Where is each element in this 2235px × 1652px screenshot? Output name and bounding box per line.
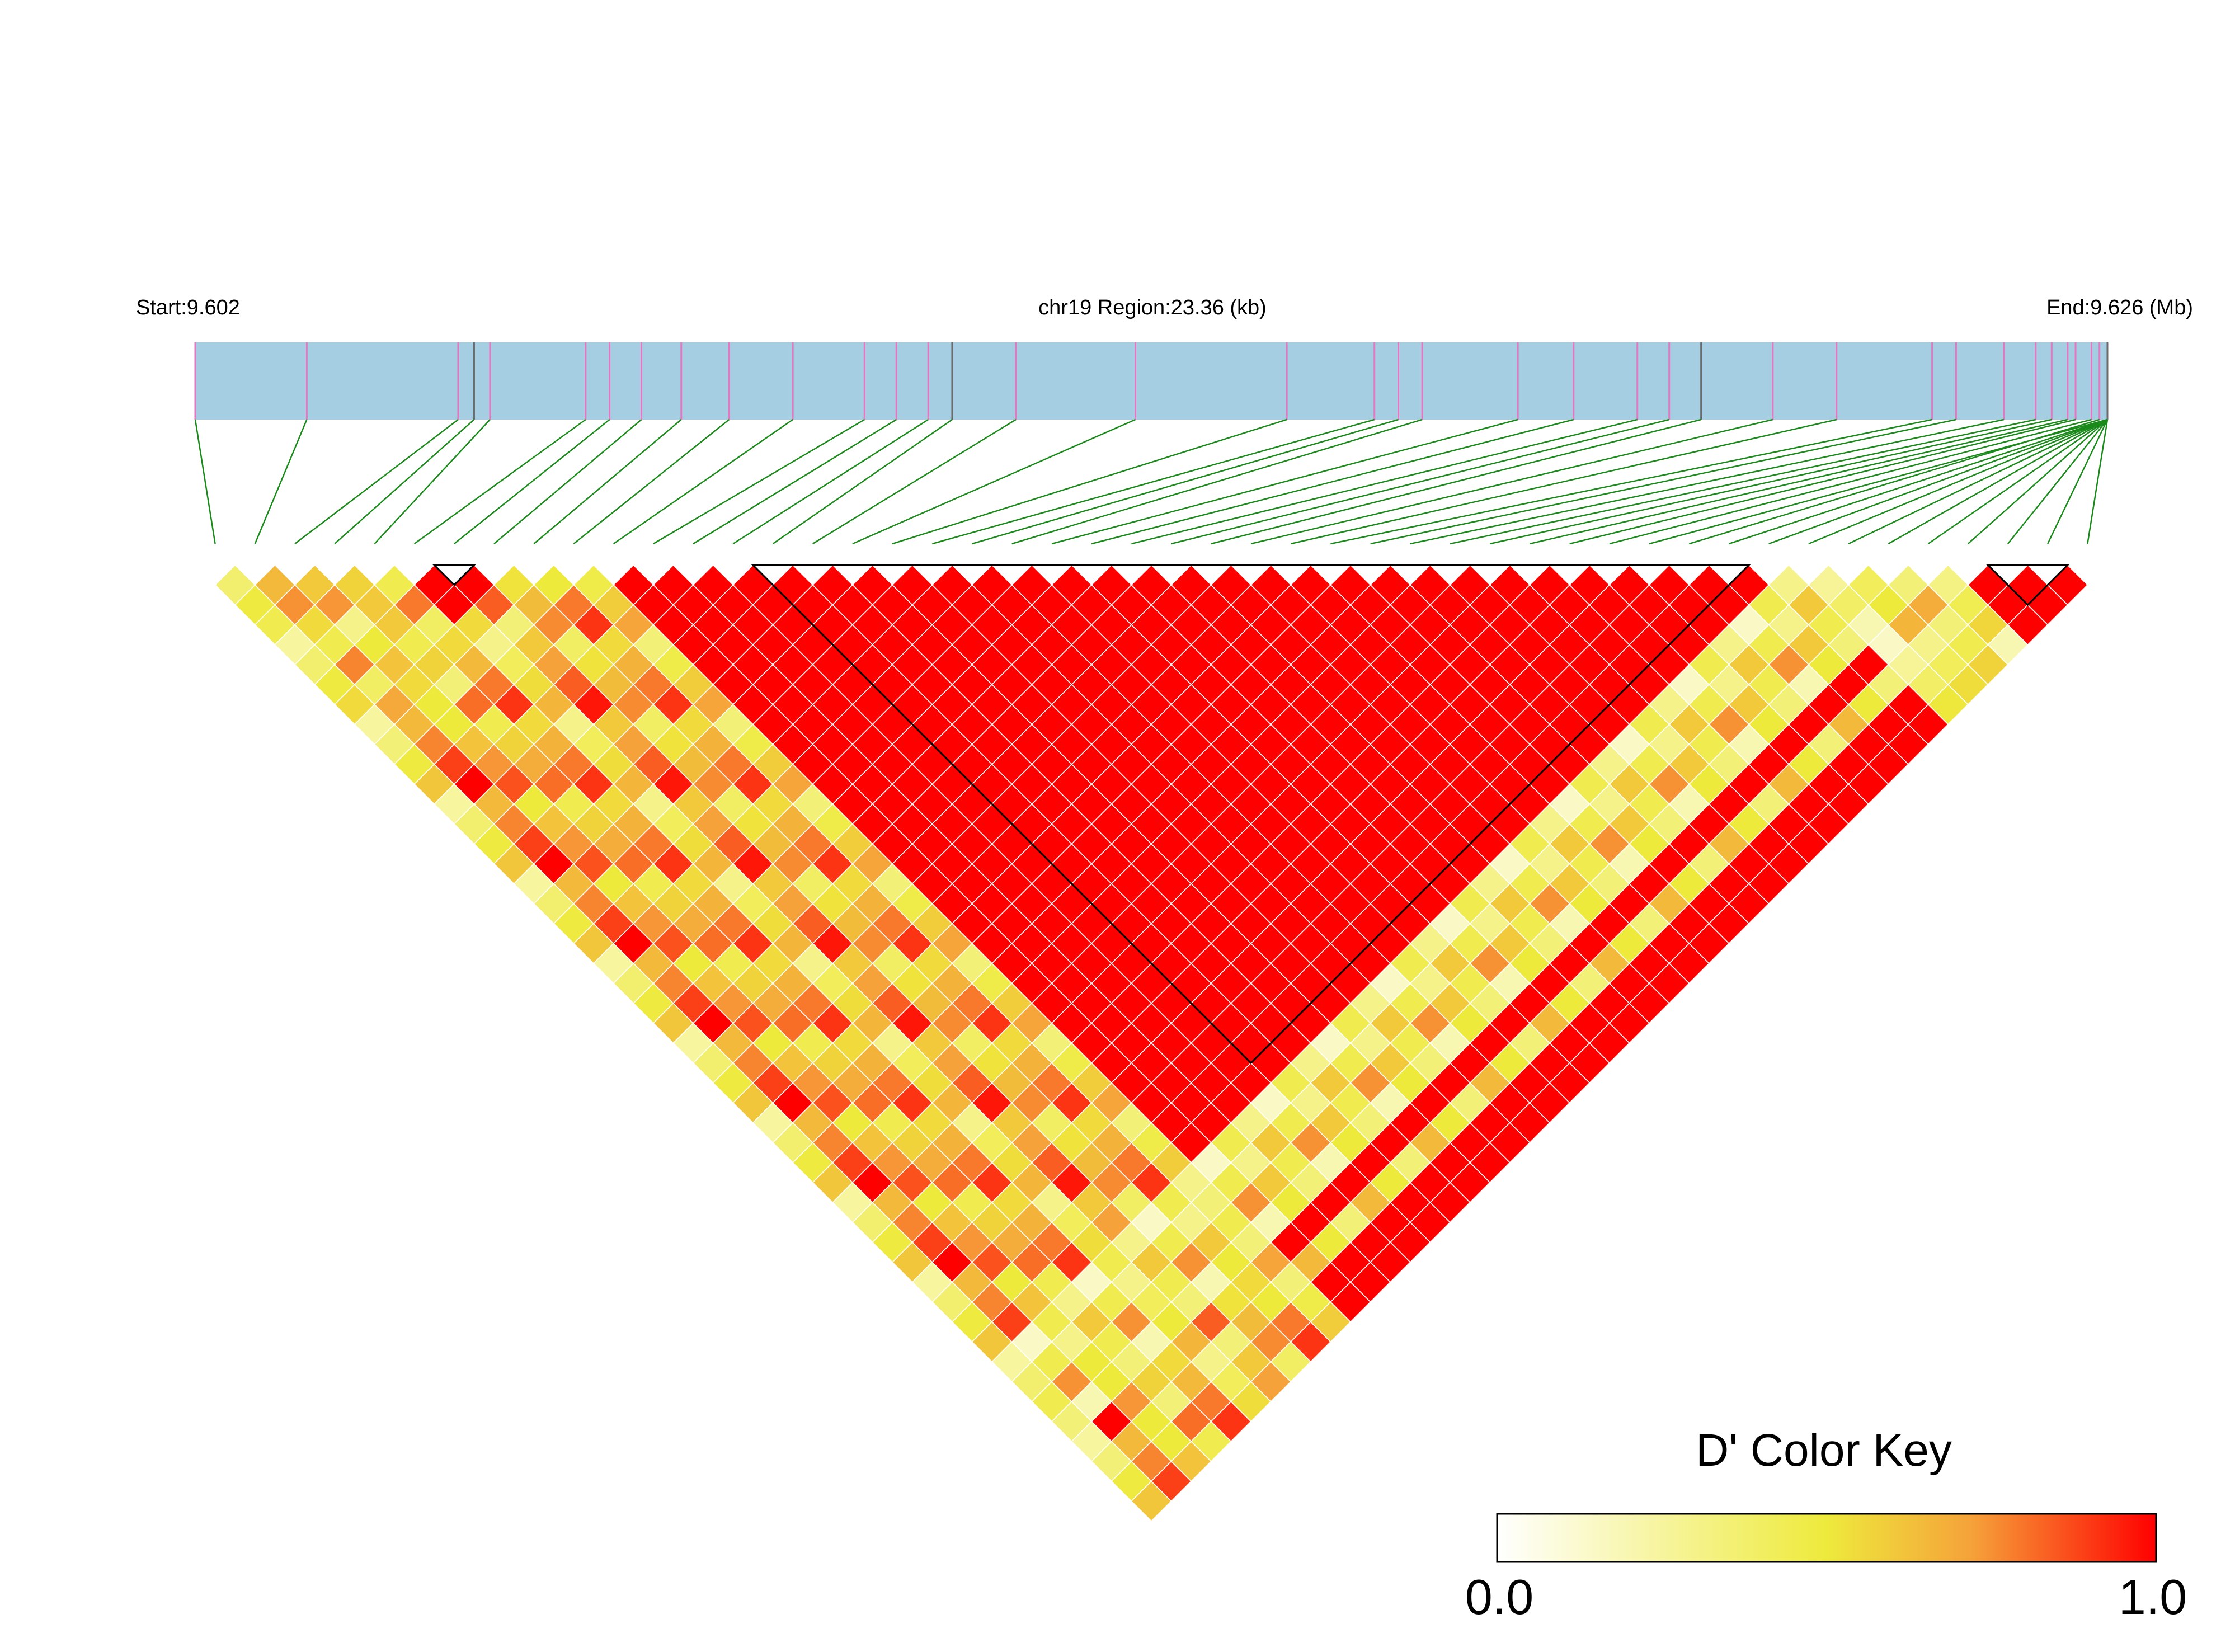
color-key-min-label: 0.0 — [1465, 1569, 1533, 1625]
snp-connector — [932, 418, 1375, 545]
snp-connector — [2007, 419, 2108, 544]
snp-connector — [1250, 418, 1773, 545]
snp-connector — [1688, 418, 2100, 545]
snp-connector — [413, 418, 586, 545]
snp-connector — [294, 419, 459, 544]
snp-connector — [1131, 418, 1638, 545]
snp-connector — [1729, 418, 2108, 545]
snp-connector — [2087, 419, 2109, 544]
snp-connector — [892, 418, 1287, 545]
snp-connector — [1530, 418, 2068, 545]
snp-connector — [693, 418, 897, 545]
haplotype-block-outline — [751, 564, 1751, 1065]
snp-connector — [2047, 419, 2109, 544]
snp-connector — [972, 418, 1399, 545]
snp-connector — [1051, 418, 1518, 545]
snp-connector — [1808, 418, 2108, 545]
snp-connector — [254, 419, 308, 544]
snp-connector — [1450, 418, 2036, 545]
snp-connector — [493, 419, 642, 544]
haplotype-block-group — [432, 564, 2070, 1065]
region-title: chr19 Region:23.36 (kb) — [1038, 296, 1267, 319]
color-key-gradient-bar — [1496, 1513, 2157, 1563]
snp-connector — [1370, 418, 1956, 545]
snp-connector — [194, 419, 216, 544]
snp-connector — [1609, 418, 2092, 545]
snp-connector — [1290, 418, 1837, 545]
snp-connector — [1330, 418, 1932, 545]
snp-connector — [852, 418, 1136, 545]
snp-connector — [772, 418, 953, 545]
snp-connector — [1091, 418, 1574, 545]
snp-connector — [812, 418, 1017, 545]
color-key: D' Color Key 0.0 1.0 — [1465, 1425, 2187, 1625]
snp-connector — [573, 419, 730, 544]
color-key-max-label: 1.0 — [2119, 1569, 2187, 1625]
snp-connector — [1490, 418, 2052, 545]
snp-connector — [1888, 418, 2108, 545]
snp-connector — [1211, 418, 1701, 545]
snp-connector — [334, 419, 475, 544]
snp-connector — [533, 419, 682, 544]
snp-connector — [1011, 418, 1423, 545]
snp-connector-group — [194, 418, 2109, 545]
snp-connector — [454, 419, 610, 544]
haplotype-block-outline — [432, 564, 477, 586]
ld-cell-group — [214, 564, 2088, 1522]
snp-connector — [653, 418, 865, 545]
gene-track — [195, 342, 2107, 420]
snp-connector — [1171, 418, 1670, 545]
snp-connector — [1967, 419, 2108, 544]
region-end-label: End:9.626 (Mb) — [2046, 296, 2193, 319]
snp-tick-group — [194, 342, 2109, 420]
snp-connector — [732, 418, 929, 545]
snp-connector — [1410, 418, 2005, 545]
snp-connector — [1569, 418, 2076, 545]
haplotype-block-outline — [1985, 564, 2070, 606]
snp-connector — [613, 418, 793, 545]
snp-connector — [1768, 418, 2108, 545]
snp-connector — [1927, 418, 2108, 545]
region-start-label: Start:9.602 — [136, 296, 240, 319]
snp-connector — [1848, 418, 2108, 545]
color-key-title: D' Color Key — [1696, 1425, 1952, 1476]
snp-connector — [374, 419, 491, 544]
